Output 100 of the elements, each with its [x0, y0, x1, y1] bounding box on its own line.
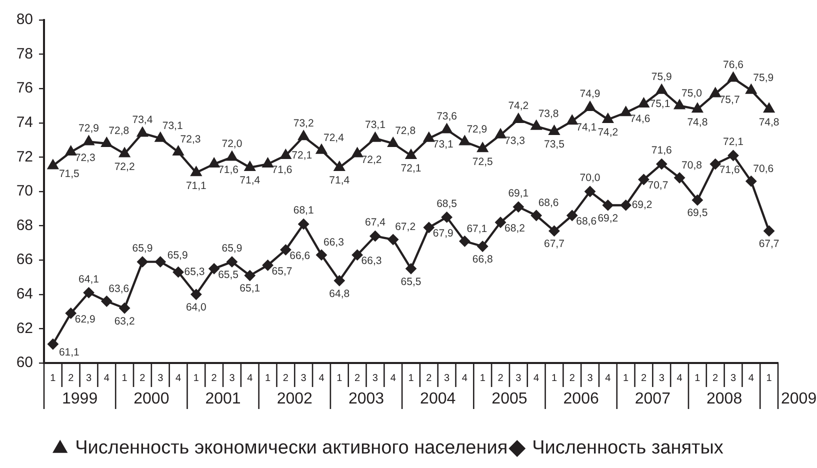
point [154, 256, 166, 268]
point [208, 263, 220, 274]
data-label: 65,7 [272, 265, 292, 278]
data-label: 70,8 [682, 159, 702, 172]
x-tick-label: 2 [354, 372, 361, 384]
data-label: 71,4 [329, 174, 350, 187]
x-tick-label: 2 [68, 372, 74, 384]
text: 2006 [563, 390, 599, 408]
data-label: 72,5 [472, 156, 493, 168]
data-label: 67,1 [466, 222, 488, 235]
text: 2002 [276, 390, 313, 408]
data-label: 65,5 [218, 268, 239, 281]
data-label: 70,0 [580, 172, 600, 184]
data-label: 69,2 [598, 212, 618, 224]
x-tick-label: 1 [766, 372, 772, 384]
point [101, 296, 112, 307]
x-tick-label: 2 [282, 372, 289, 384]
text: 2005 [492, 390, 528, 408]
y-tick-label: 60 [16, 354, 33, 372]
data-label: 66,6 [290, 250, 310, 262]
data-label: 65,9 [222, 242, 242, 254]
x-tick-label: 2 [640, 372, 647, 384]
point [548, 225, 560, 236]
data-label: 71,6 [218, 164, 239, 176]
x-tick-label: 2 [140, 372, 146, 384]
data-label: 68,2 [504, 222, 526, 235]
x-tick-label: 4 [104, 372, 110, 384]
data-label: 75,0 [682, 87, 702, 100]
point [387, 136, 399, 147]
data-label: 64,0 [186, 302, 207, 314]
x-tick-label: 3 [86, 372, 92, 384]
data-label: 65,1 [240, 282, 260, 295]
y-tick-label: 72 [16, 148, 33, 166]
x-tick-label: 4 [390, 372, 396, 384]
data-label: 73,1 [432, 138, 454, 150]
point [298, 218, 310, 230]
point [226, 256, 238, 268]
data-label: 73,5 [544, 138, 565, 151]
data-label: 70,6 [753, 162, 774, 175]
x-tick-label: 3 [300, 372, 307, 384]
point [495, 216, 506, 228]
data-label: 75,9 [651, 70, 672, 83]
data-label: 65,5 [400, 276, 422, 288]
data-label: 67,9 [432, 228, 454, 240]
x-tick-label: 4 [175, 372, 182, 384]
point [746, 176, 757, 187]
data-label: 75,9 [753, 72, 774, 84]
data-label: 69,5 [687, 207, 708, 220]
point [692, 102, 704, 113]
point [710, 87, 722, 98]
x-tick-label: 4 [462, 372, 468, 384]
legend-label: Численность занятых [532, 438, 724, 459]
point [728, 150, 739, 161]
y-tick-label: 74 [16, 114, 33, 132]
point [405, 148, 417, 159]
data-label: 69,2 [632, 199, 652, 212]
data-label: 74,6 [630, 112, 650, 125]
data-label: 66,3 [361, 255, 382, 268]
x-tick-label: 1 [50, 372, 56, 384]
point [118, 147, 130, 158]
y-tick-label: 80 [16, 11, 33, 28]
data-label: 74,9 [580, 88, 600, 100]
point [674, 172, 686, 184]
data-label: 72,4 [323, 132, 344, 144]
point [477, 240, 488, 252]
data-label: 63,6 [108, 282, 130, 295]
point [154, 132, 166, 142]
x-tick-label: 4 [748, 372, 754, 384]
point [530, 210, 542, 222]
data-label: 71,6 [651, 144, 672, 157]
point [334, 160, 346, 171]
point [352, 249, 363, 260]
point [370, 230, 381, 242]
data-label: 68,1 [293, 204, 314, 217]
point [584, 100, 596, 111]
data-label: 73,6 [436, 110, 458, 122]
point [190, 288, 202, 300]
data-label: 74,8 [758, 116, 780, 128]
data-label: 74,2 [598, 126, 618, 139]
x-tick-label: 4 [534, 372, 540, 384]
point [423, 132, 435, 142]
data-label: 71,5 [58, 168, 80, 180]
point [423, 222, 434, 234]
point [280, 244, 292, 256]
point [566, 210, 578, 222]
data-label: 73,8 [538, 108, 559, 120]
text: 2009 [781, 390, 817, 408]
point [262, 260, 274, 271]
point [459, 236, 470, 247]
point [244, 160, 256, 171]
data-label: 72,3 [180, 134, 201, 146]
x-tick-label: 3 [658, 372, 665, 384]
point [298, 130, 310, 140]
y-tick-label: 68 [16, 216, 33, 234]
data-label: 76,6 [723, 58, 744, 71]
data-label: 73,1 [162, 120, 183, 132]
point [476, 142, 488, 152]
data-label: 75,1 [650, 98, 670, 110]
data-label: 72,9 [78, 122, 100, 134]
x-tick-label: 2 [426, 372, 432, 384]
